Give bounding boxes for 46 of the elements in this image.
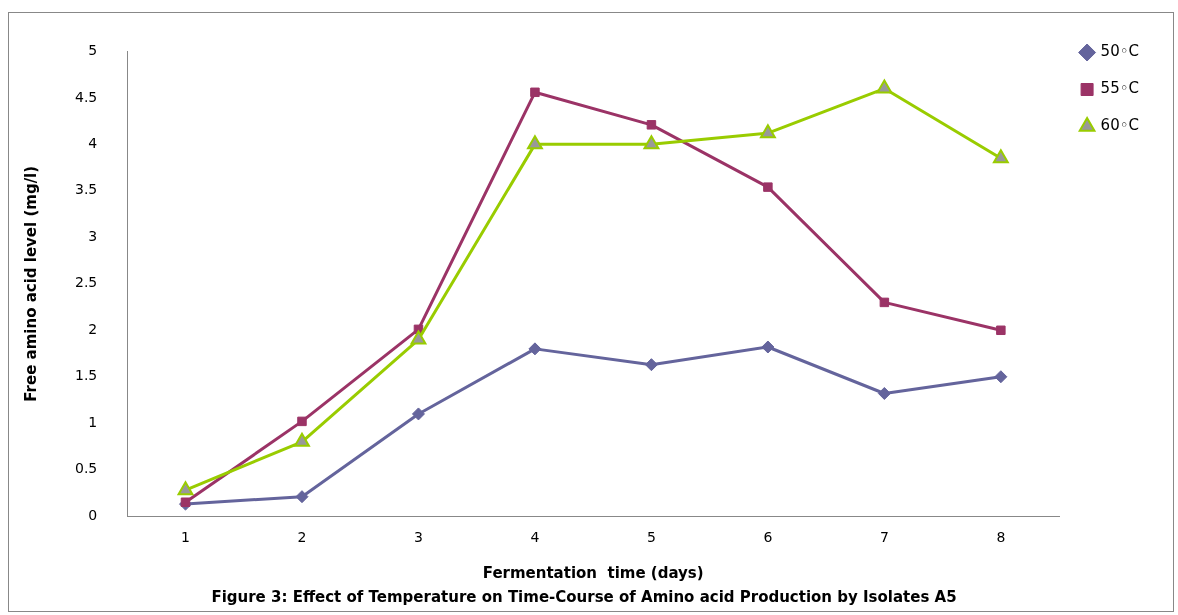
point (180, 497, 191, 507)
x-axis-title: Fermentation time (days) (482, 563, 704, 582)
point (759, 124, 776, 139)
x-tick-label: 5 (646, 529, 656, 546)
y-tick-label: 1 (88, 413, 98, 430)
y-tick-label: 3 (88, 227, 98, 244)
y-tick-label: 2 (88, 320, 98, 337)
x-tick-label: 6 (763, 529, 773, 546)
x-tick-label: 2 (297, 529, 307, 546)
point (877, 386, 891, 400)
point (876, 79, 893, 94)
y-tick-label: 5 (88, 42, 98, 59)
point (527, 135, 543, 150)
point (644, 358, 658, 372)
x-tick-label: 1 (181, 529, 190, 546)
y-tick-label: 4.5 (75, 88, 98, 105)
y-axis-title: Free amino acid level (mg/l) (21, 165, 40, 402)
point (879, 297, 890, 308)
point (530, 87, 540, 98)
x-tick-label: 4 (530, 529, 540, 546)
y-tick-label: 4 (88, 135, 98, 151)
y-tick-label: 3.5 (75, 181, 98, 198)
point (410, 330, 427, 345)
point (646, 120, 657, 130)
point (643, 135, 660, 150)
point (177, 481, 194, 496)
y-tick-label: 1.5 (75, 367, 98, 384)
legend-label: 60◦C (1100, 116, 1140, 135)
point (992, 149, 1009, 164)
point (528, 342, 542, 356)
point (996, 325, 1006, 336)
legend-label: 50◦C (1100, 42, 1140, 61)
x-tick-label: 7 (879, 529, 889, 546)
x-tick-label: 3 (414, 529, 423, 546)
text: Figure 3: Effect of Temperature on Time-Course of Amino acid Production by Isolates A5 (211, 587, 957, 606)
point (994, 370, 1008, 384)
x-tick-label: 8 (996, 529, 1006, 546)
point (761, 340, 775, 354)
point (295, 490, 309, 504)
point (763, 182, 773, 192)
point (297, 416, 307, 427)
y-tick-label: 0 (88, 506, 98, 523)
y-tick-label: 0.5 (75, 460, 98, 477)
y-tick-label: 2.5 (75, 274, 98, 291)
legend-label: 55◦C (1100, 79, 1140, 98)
point (411, 407, 425, 421)
